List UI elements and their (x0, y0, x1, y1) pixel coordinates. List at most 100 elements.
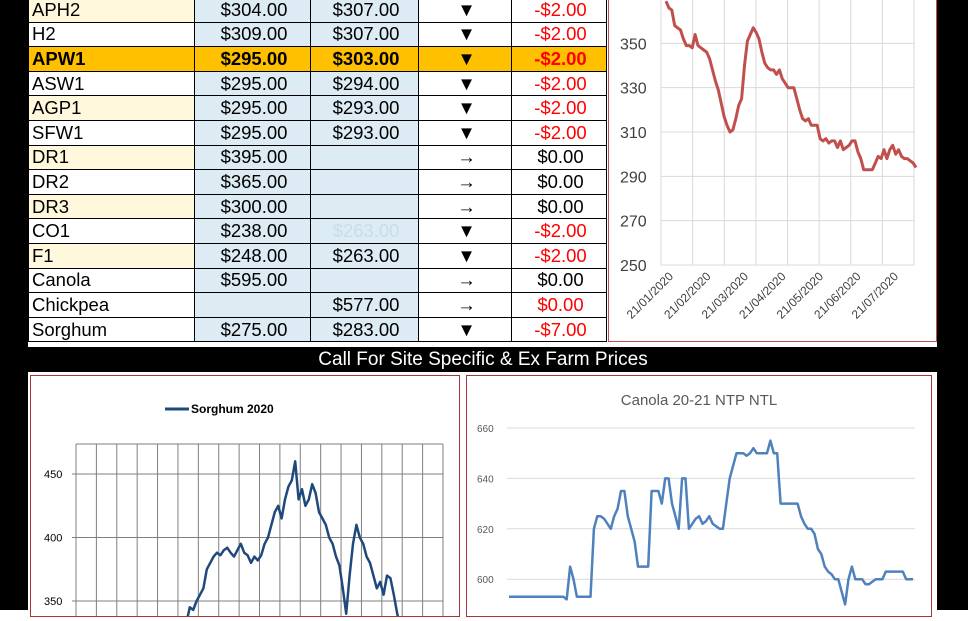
trend-arrow-icon: ▼ (418, 316, 512, 343)
grain-name-cell: APW1 (28, 46, 195, 72)
previous-price-cell: $263.00 (310, 242, 419, 269)
trend-arrow-icon: ▼ (418, 218, 512, 244)
previous-price-cell: $293.00 (310, 119, 419, 146)
chart-title: Canola 20-21 NTP NTL (621, 392, 777, 409)
price-change-cell: -$2.00 (511, 95, 607, 121)
y-tick-label: 400 (44, 533, 62, 545)
bid-price-cell: $295.00 (194, 119, 311, 146)
price-change-cell: -$2.00 (511, 46, 607, 72)
grain-name-cell: Sorghum (28, 316, 195, 343)
bid-price-cell: $300.00 (194, 193, 311, 220)
y-tick-label: 350 (44, 596, 62, 608)
previous-price-cell: $294.00 (310, 70, 419, 97)
sorghum-chart-svg: 350 400 450 Sorghum 2020 (44, 402, 444, 621)
price-row-sorghum: Sorghum $275.00 $283.00 ▼ -$7.00 (28, 316, 607, 343)
price-row-aph2: APH2 $304.00 $307.00 ▼ -$2.00 (28, 0, 607, 23)
y-tick-label: 350 (620, 36, 647, 53)
price-change-cell: $0.00 (511, 292, 607, 318)
price-change-cell: -$2.00 (511, 21, 607, 48)
trend-arrow-icon: → (418, 292, 512, 318)
trend-arrow-icon: → (418, 144, 512, 171)
trend-arrow-icon: ▼ (418, 95, 512, 121)
bid-price-cell: $295.00 (194, 95, 311, 121)
price-row-dr3: DR3 $300.00 → $0.00 (28, 193, 607, 220)
price-row-asw1: ASW1 $295.00 $294.00 ▼ -$2.00 (28, 70, 607, 97)
wheat-chart-svg: 25027029031033035021/01/202021/02/202021… (620, 0, 918, 322)
price-row-co1: CO1 $238.00 $263.00 ▼ -$2.00 (28, 218, 607, 244)
grain-name-cell: F1 (28, 242, 195, 269)
price-change-cell: -$7.00 (511, 316, 607, 343)
price-change-cell: $0.00 (511, 193, 607, 220)
bid-price-cell (194, 292, 311, 318)
bid-price-cell: $275.00 (194, 316, 311, 343)
y-tick-label: 310 (620, 125, 647, 142)
previous-price-cell: $263.00 (310, 218, 419, 244)
price-change-cell: -$2.00 (511, 0, 607, 23)
previous-price-cell (310, 144, 419, 171)
price-change-cell: $0.00 (511, 144, 607, 171)
trend-arrow-icon: ▼ (418, 46, 512, 72)
grain-name-cell: ASW1 (28, 70, 195, 97)
previous-price-cell (310, 267, 419, 294)
previous-price-cell: $307.00 (310, 21, 419, 48)
sorghum-price-series (181, 460, 401, 621)
bid-price-cell: $595.00 (194, 267, 311, 294)
grain-name-cell: DR1 (28, 144, 195, 171)
bid-price-cell: $395.00 (194, 144, 311, 171)
y-tick-label: 640 (477, 474, 494, 485)
price-row-chickpea: Chickpea $577.00 → $0.00 (28, 292, 607, 318)
grain-name-cell: SFW1 (28, 119, 195, 146)
wheat-price-chart: 250 270 290 310 330 350 21/01/2020 21/02/2020 21… (608, 0, 937, 342)
price-row-agp1: AGP1 $295.00 $293.00 ▼ -$2.00 (28, 95, 607, 121)
trend-arrow-icon: → (418, 267, 512, 294)
bid-price-cell: $295.00 (194, 70, 311, 97)
y-tick-label: 600 (477, 575, 494, 586)
trend-arrow-icon: → (418, 169, 512, 195)
bid-price-cell: $304.00 (194, 0, 311, 23)
previous-price-cell (310, 169, 419, 195)
wheat-price-series (664, 0, 918, 172)
trend-arrow-icon: ▼ (418, 21, 512, 48)
trend-arrow-icon: ▼ (418, 119, 512, 146)
trend-arrow-icon: ▼ (418, 242, 512, 269)
grain-name-cell: CO1 (28, 218, 195, 244)
right-border (937, 0, 968, 610)
y-tick-label: 450 (44, 469, 62, 481)
previous-price-cell: $293.00 (310, 95, 419, 121)
grain-name-cell: AGP1 (28, 95, 195, 121)
y-tick-label: 660 (477, 424, 494, 435)
previous-price-cell (310, 193, 419, 220)
price-row-dr2: DR2 $365.00 → $0.00 (28, 169, 607, 195)
price-row-canola: Canola $595.00 → $0.00 (28, 267, 607, 294)
y-tick-label: 330 (620, 81, 647, 98)
price-row-sfw1: SFW1 $295.00 $293.00 ▼ -$2.00 (28, 119, 607, 146)
bid-price-cell: $248.00 (194, 242, 311, 269)
canola-chart-svg: Canola 20-21 NTP NTL 600 620 640 660 (477, 392, 915, 606)
trend-arrow-icon: ▼ (418, 70, 512, 97)
price-row-h2: H2 $309.00 $307.00 ▼ -$2.00 (28, 21, 607, 48)
previous-price-cell: $303.00 (310, 46, 419, 72)
grain-name-cell: H2 (28, 21, 195, 48)
sorghum-price-chart: 350 400 450 Sorghum 2020 (30, 375, 460, 621)
price-row-f1: F1 $248.00 $263.00 ▼ -$2.00 (28, 242, 607, 269)
previous-price-cell: $283.00 (310, 316, 419, 343)
grain-name-cell: APH2 (28, 0, 195, 23)
previous-price-cell: $307.00 (310, 0, 419, 23)
trend-arrow-icon: → (418, 193, 512, 220)
trend-arrow-icon: ▼ (418, 0, 512, 23)
price-table: APH2 $304.00 $307.00 ▼ -$2.00 H2 $309.00 $307.0… (28, 0, 607, 343)
canola-price-series (509, 439, 913, 606)
site-prices-banner: Call For Site Specific & Ex Farm Prices (28, 347, 938, 372)
y-tick-label: 270 (620, 214, 647, 231)
grain-name-cell: Canola (28, 267, 195, 294)
price-row-apw1: APW1 $295.00 $303.00 ▼ -$2.00 (28, 46, 607, 72)
y-tick-label: 250 (620, 258, 647, 275)
legend-label: Sorghum 2020 (191, 402, 274, 416)
price-change-cell: -$2.00 (511, 70, 607, 97)
bid-price-cell: $295.00 (194, 46, 311, 72)
price-change-cell: -$2.00 (511, 242, 607, 269)
price-change-cell: -$2.00 (511, 218, 607, 244)
grain-name-cell: Chickpea (28, 292, 195, 318)
price-change-cell: $0.00 (511, 169, 607, 195)
left-border (0, 0, 28, 610)
